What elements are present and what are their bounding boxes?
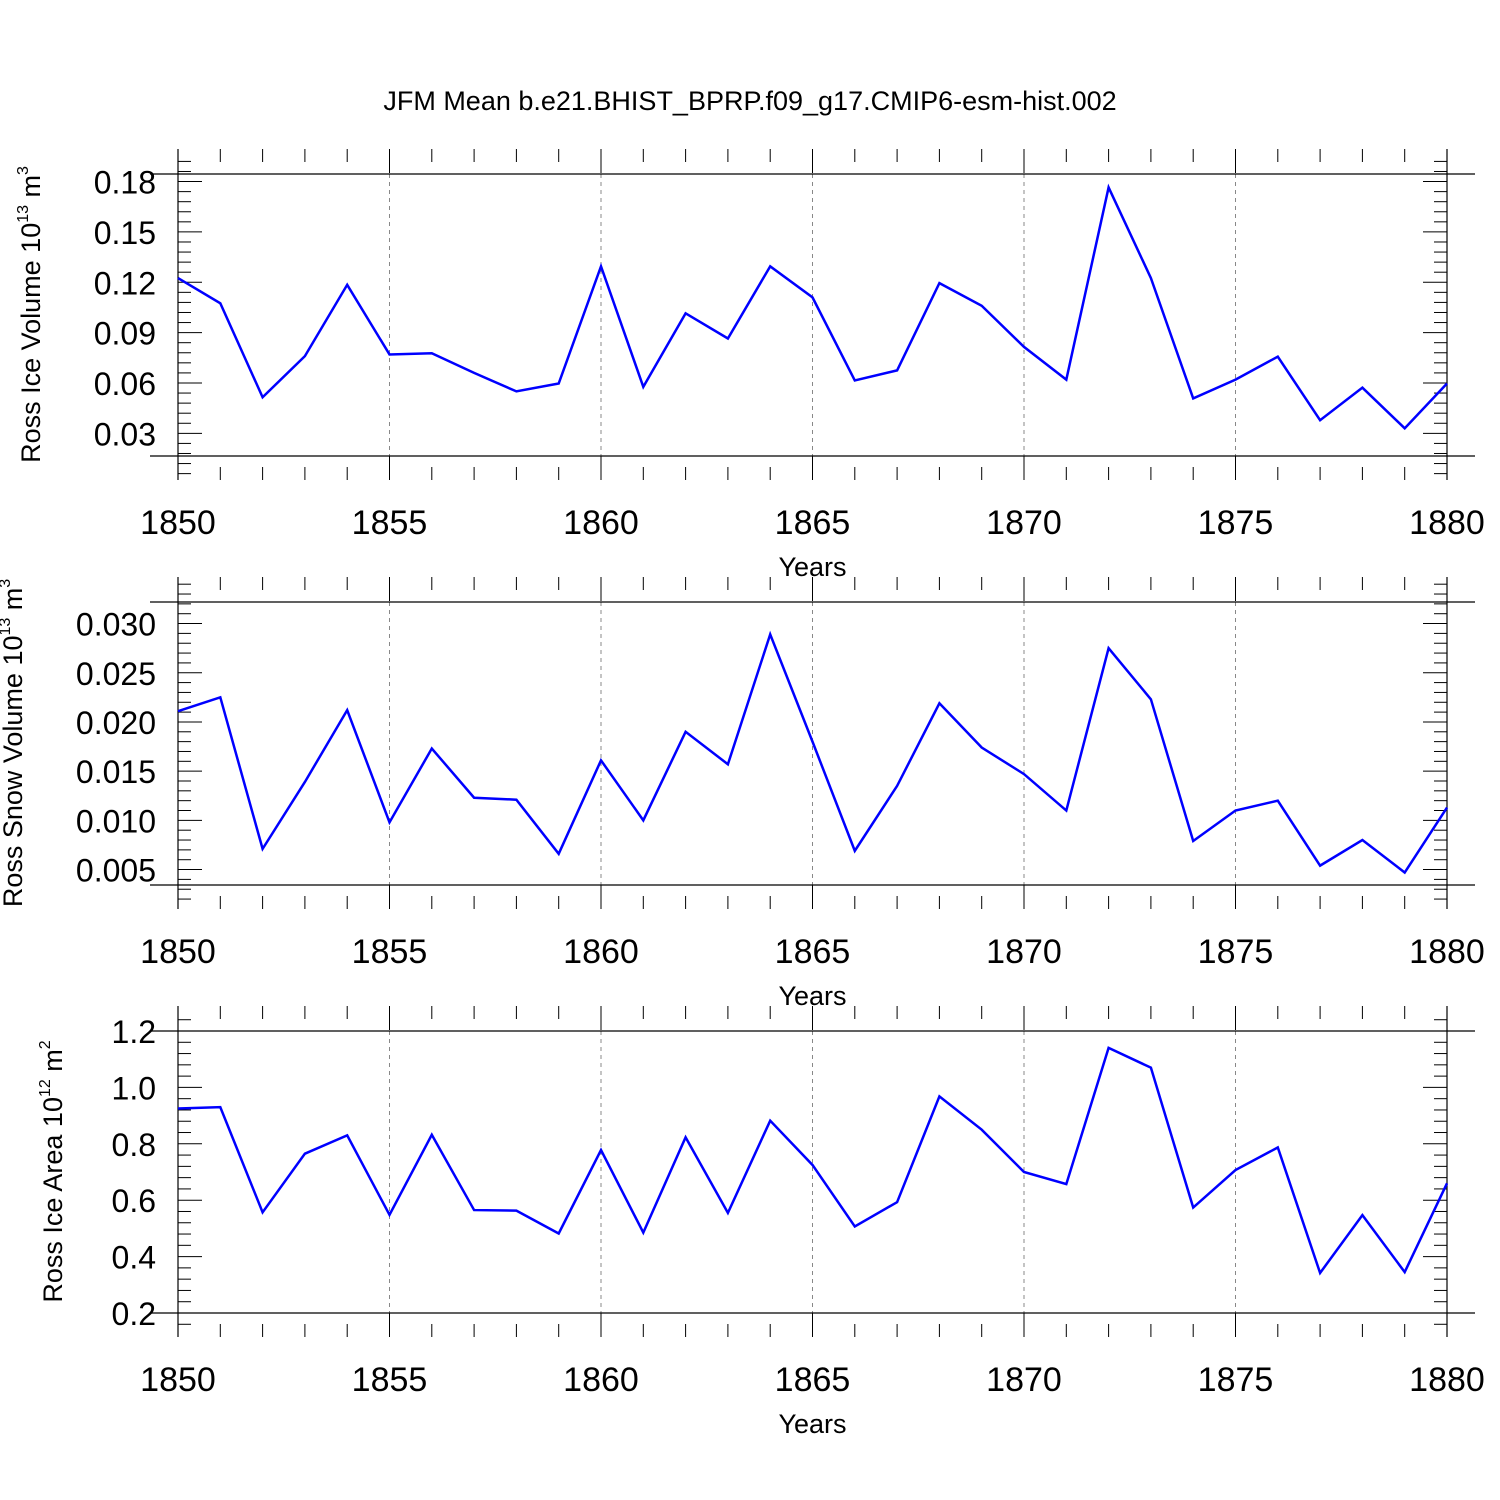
y-tick-label: 0.005 [76,853,156,889]
x-axis-label: Years [778,1409,846,1439]
y-tick-label: 0.6 [112,1183,156,1219]
y-label-text: Ross Ice Area 10 [38,1097,68,1303]
y-tick-label: 0.03 [94,416,156,452]
y-tick-label: 0.020 [76,705,156,741]
y-label-superscript: 12 [37,1079,54,1097]
y-tick-label: 0.4 [112,1240,156,1276]
x-tick-label: 1850 [140,933,216,971]
x-tick-label: 1870 [986,504,1062,542]
x-tick-label: 1870 [986,933,1062,971]
y-label-superscript: 3 [15,166,32,175]
y-tick-label: 0.2 [112,1296,156,1332]
y-label-superscript: 13 [15,205,32,223]
y-label-superscript: 13 [0,618,14,636]
x-tick-label: 1880 [1409,504,1485,542]
x-tick-label: 1875 [1198,933,1274,971]
x-tick-label: 1860 [563,1361,639,1399]
y-tick-label: 0.15 [94,215,156,251]
panel-3: 1850 1855 1860 1865 1870 1875 1880 0.2 0.4 0.6 0.8… [37,1006,1485,1439]
x-tick-label: 1860 [563,504,639,542]
x-tick-label: 1865 [775,504,851,542]
y-tick-label: 0.025 [76,656,156,692]
y-label-superscript: 3 [0,579,14,588]
x-tick-label: 1880 [1409,933,1485,971]
x-tick-label: 1855 [352,504,428,542]
x-tick-label: 1880 [1409,1361,1485,1399]
y-tick-label: 0.09 [94,316,156,352]
panel-2: 1850 1855 1860 1865 1870 1875 1880 0.005 0.010 0.… [0,577,1485,1011]
y-tick-label: 0.015 [76,754,156,790]
y-label-text: Ross Ice Volume 10 [16,223,46,463]
y-label-text: m [38,1049,68,1079]
y-tick-label: 0.18 [94,165,156,201]
x-tick-label: 1860 [563,933,639,971]
x-tick-label: 1865 [775,933,851,971]
y-axis-label: Ross Ice Volume 1013 m3 [15,166,46,463]
y-tick-label: 0.8 [112,1127,156,1163]
y-label-superscript: 2 [37,1040,54,1049]
y-tick-label: 0.06 [94,366,156,402]
x-tick-label: 1850 [140,504,216,542]
x-tick-label: 1870 [986,1361,1062,1399]
y-label-text: Ross Snow Volume 10 [0,636,28,908]
x-tick-label: 1855 [352,933,428,971]
y-tick-label: 1.2 [112,1014,156,1050]
x-tick-label: 1865 [775,1361,851,1399]
y-label-text: m [0,588,28,618]
chart-title: JFM Mean b.e21.BHIST_BPRP.f09_g17.CMIP6-… [383,86,1117,116]
x-tick-label: 1875 [1198,504,1274,542]
x-tick-label: 1875 [1198,1361,1274,1399]
y-tick-label: 0.010 [76,803,156,839]
y-tick-label: 1.0 [112,1070,156,1106]
y-label-text: m [16,175,46,205]
y-axis-label: Ross Ice Area 1012 m2 [37,1040,68,1302]
y-tick-label: 0.030 [76,607,156,643]
y-tick-label: 0.12 [94,265,156,301]
x-tick-label: 1855 [352,1361,428,1399]
y-axis-label: Ross Snow Volume 1013 m3 [0,579,28,907]
panel-1: 1850 1855 1860 1865 1870 1875 1880 0.03 0.06 0.09… [15,149,1485,582]
x-tick-label: 1850 [140,1361,216,1399]
